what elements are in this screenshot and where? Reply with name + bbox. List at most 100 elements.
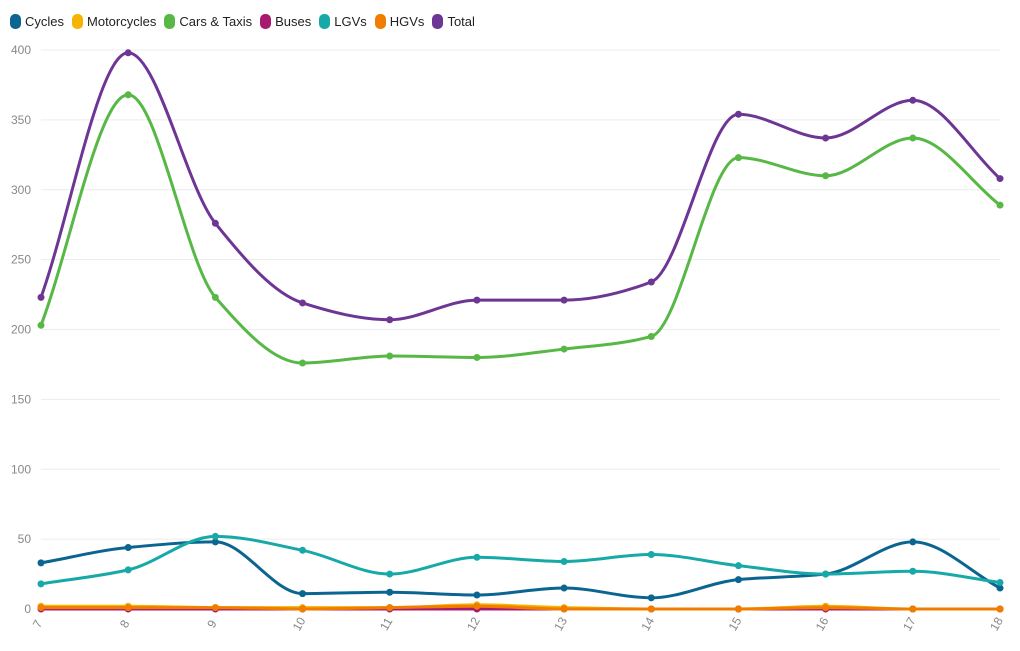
data-point[interactable]	[473, 296, 481, 304]
legend-item[interactable]: Total	[432, 13, 475, 29]
legend-item[interactable]: Motorcycles	[72, 13, 157, 29]
data-point[interactable]	[37, 293, 45, 301]
data-point[interactable]	[386, 316, 394, 324]
y-tick-label: 400	[11, 43, 31, 57]
series-line	[39, 604, 1002, 611]
data-point[interactable]	[124, 604, 132, 612]
data-point[interactable]	[909, 605, 917, 613]
grid-lines	[41, 49, 1000, 610]
y-tick-label: 100	[11, 462, 31, 476]
legend-swatch	[374, 13, 386, 29]
legend-item[interactable]: LGVs	[319, 13, 367, 29]
x-tick-label: 13	[551, 614, 570, 633]
legend-swatch	[10, 13, 21, 29]
legend-item[interactable]: Cycles	[10, 13, 65, 29]
legend-label: Cycles	[25, 13, 65, 29]
data-point[interactable]	[734, 154, 742, 162]
data-point[interactable]	[996, 175, 1004, 183]
data-point[interactable]	[299, 590, 307, 598]
legend-swatch	[319, 13, 331, 29]
data-point[interactable]	[996, 578, 1004, 586]
data-point[interactable]	[822, 134, 830, 142]
x-axis-labels: 7 8 9 10 11 12 13 14 15 16 17 18	[30, 614, 1006, 633]
series-cycles	[37, 538, 1004, 602]
data-point[interactable]	[909, 134, 917, 142]
data-point[interactable]	[647, 332, 655, 340]
data-point[interactable]	[386, 352, 394, 360]
data-point[interactable]	[822, 172, 830, 180]
data-point[interactable]	[647, 605, 655, 613]
data-point[interactable]	[211, 293, 219, 301]
data-point[interactable]	[124, 49, 132, 57]
data-point[interactable]	[909, 567, 917, 575]
data-point[interactable]	[909, 96, 917, 104]
data-point[interactable]	[734, 562, 742, 570]
data-point[interactable]	[473, 602, 481, 610]
series-line	[39, 93, 1002, 365]
data-point[interactable]	[299, 359, 307, 367]
series-line	[39, 534, 1002, 586]
data-point[interactable]	[647, 550, 655, 558]
data-point[interactable]	[647, 278, 655, 286]
legend-label: HGVs	[389, 13, 425, 29]
data-point[interactable]	[473, 591, 481, 599]
data-point[interactable]	[211, 604, 219, 612]
data-point[interactable]	[37, 580, 45, 588]
legend-swatch	[260, 13, 272, 29]
data-point[interactable]	[560, 345, 568, 353]
legend-swatch	[432, 13, 444, 29]
legend-item[interactable]: Cars & Taxis	[164, 13, 253, 29]
data-point[interactable]	[996, 605, 1004, 613]
y-tick-label: 250	[11, 253, 31, 267]
x-tick-label: 7	[30, 617, 46, 630]
y-tick-label: 0	[24, 602, 31, 616]
legend-label: Cars & Taxis	[179, 13, 253, 29]
data-point[interactable]	[124, 91, 132, 99]
x-tick-label: 18	[987, 614, 1006, 633]
data-point[interactable]	[560, 605, 568, 613]
data-point[interactable]	[996, 584, 1004, 592]
data-point[interactable]	[909, 538, 917, 546]
data-point[interactable]	[37, 321, 45, 329]
x-tick-label: 10	[290, 614, 309, 633]
y-tick-label: 200	[11, 323, 31, 337]
legend-item[interactable]: HGVs	[374, 13, 425, 29]
legend-item[interactable]: Buses	[260, 13, 311, 29]
data-point[interactable]	[822, 604, 830, 612]
data-point[interactable]	[647, 594, 655, 602]
data-point[interactable]	[386, 604, 394, 612]
data-point[interactable]	[37, 604, 45, 612]
y-tick-label: 50	[18, 532, 32, 546]
data-point[interactable]	[560, 584, 568, 592]
data-point[interactable]	[299, 299, 307, 307]
data-point[interactable]	[211, 532, 219, 540]
x-tick-label: 9	[204, 617, 220, 630]
data-point[interactable]	[473, 353, 481, 361]
data-point[interactable]	[211, 538, 219, 546]
data-point[interactable]	[211, 219, 219, 227]
chart-legend: Cycles Motorcycles Cars & Taxis Buses LGVs HG…	[10, 12, 483, 30]
data-point[interactable]	[386, 588, 394, 596]
data-point[interactable]	[734, 605, 742, 613]
data-point[interactable]	[124, 544, 132, 552]
data-point[interactable]	[299, 546, 307, 554]
data-point[interactable]	[37, 559, 45, 567]
data-point[interactable]	[996, 201, 1004, 209]
data-point[interactable]	[473, 553, 481, 561]
legend-label: Total	[447, 13, 475, 29]
x-tick-label: 16	[813, 614, 832, 633]
data-point[interactable]	[299, 605, 307, 613]
data-point[interactable]	[822, 570, 830, 578]
series-line	[39, 51, 1002, 322]
y-tick-label: 150	[11, 392, 31, 406]
data-point[interactable]	[734, 110, 742, 118]
data-point[interactable]	[124, 566, 132, 574]
data-point[interactable]	[734, 576, 742, 584]
x-tick-label: 14	[638, 614, 657, 633]
x-tick-label: 17	[900, 614, 919, 633]
data-point[interactable]	[386, 570, 394, 578]
legend-label: Motorcycles	[87, 13, 157, 29]
y-tick-label: 350	[11, 113, 31, 127]
data-point[interactable]	[560, 557, 568, 565]
data-point[interactable]	[560, 296, 568, 304]
